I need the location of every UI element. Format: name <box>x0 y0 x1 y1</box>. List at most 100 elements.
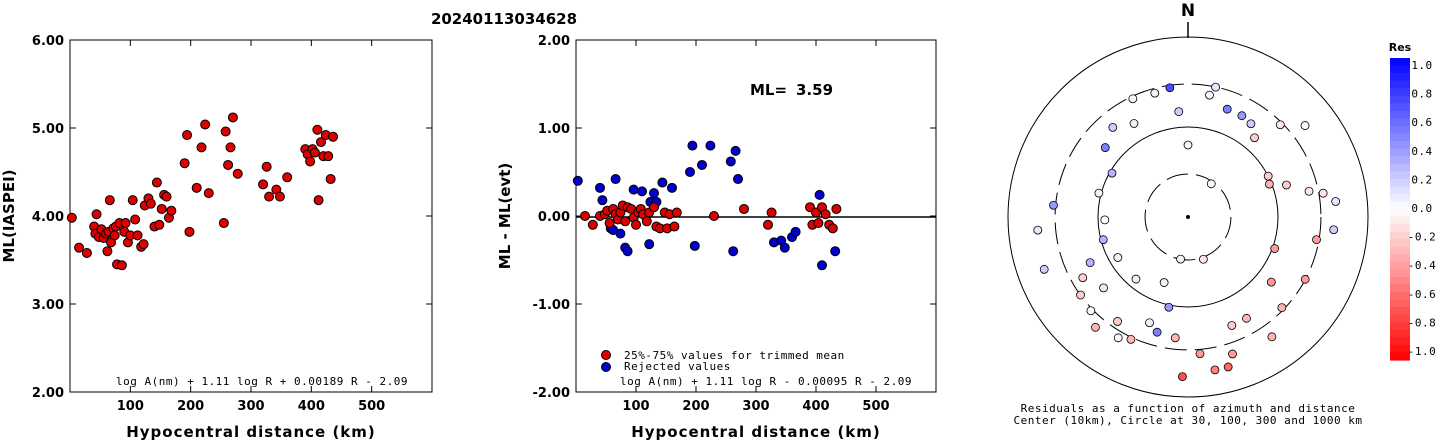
data-point <box>227 112 238 123</box>
station-point <box>1277 303 1287 313</box>
colorbar-tick-label: 0.4 <box>1411 145 1432 158</box>
rejected-point <box>689 240 700 251</box>
station-point <box>1210 365 1220 375</box>
colorbar-segment <box>1390 156 1410 165</box>
x-tick-label: 400 <box>802 399 829 414</box>
ylabel-2: ML - ML(evt) <box>496 163 514 269</box>
colorbar-segment <box>1390 344 1410 354</box>
station-point <box>1094 188 1104 198</box>
rejected-point <box>705 140 716 151</box>
station-point <box>1100 215 1110 225</box>
colorbar-segment <box>1390 118 1410 127</box>
station-point <box>1128 94 1138 104</box>
y-tick-label: 3.00 <box>32 298 64 313</box>
y-tick-label: -1.00 <box>533 298 570 313</box>
station-point <box>1176 254 1185 264</box>
data-point <box>264 191 275 202</box>
data-point <box>196 142 207 153</box>
x-tick-label: 300 <box>742 399 769 414</box>
data-point <box>309 147 320 158</box>
station-point <box>1264 179 1274 189</box>
station-point <box>1329 225 1339 235</box>
used-point <box>739 203 749 214</box>
colorbar-segment <box>1390 58 1410 67</box>
used-point <box>620 216 631 227</box>
colorbar-segment <box>1390 307 1410 316</box>
colorbar-segment <box>1390 171 1410 180</box>
ring-30km <box>1144 173 1232 261</box>
station-point <box>1078 273 1088 283</box>
colorbar-segment <box>1390 95 1410 104</box>
station-point <box>1282 180 1291 190</box>
colorbar-segment <box>1390 186 1410 195</box>
colorbar-segment <box>1390 110 1410 119</box>
station-point <box>1039 264 1049 274</box>
colorbar-segment <box>1390 148 1410 157</box>
used-point <box>813 218 824 229</box>
colorbar-segment <box>1390 352 1410 361</box>
colorbar-segment <box>1390 73 1410 82</box>
used-point <box>766 207 777 218</box>
station-point <box>1108 122 1118 132</box>
rejected-point <box>733 174 743 185</box>
data-point <box>223 159 234 170</box>
colorbar-segment <box>1390 276 1410 286</box>
colorbar-tick-label: -0.4 <box>1408 259 1437 272</box>
data-point <box>312 124 323 135</box>
colorbar-tick-label: 0.0 <box>1411 202 1432 215</box>
station-point <box>1242 313 1251 323</box>
legend-label-used: 25%-75% values for trimmed mean <box>624 349 845 362</box>
used-point <box>820 209 831 220</box>
station-point <box>1049 200 1058 210</box>
rejected-point <box>610 174 621 185</box>
north-label: N <box>1181 1 1195 21</box>
station-point <box>1126 334 1136 344</box>
station-point <box>1227 321 1237 330</box>
x-tick-label: 100 <box>117 399 144 414</box>
rejected-point <box>728 246 739 257</box>
used-point <box>669 221 680 232</box>
chart-residual-vs-distance: -2.00 -1.00 0.00 1.00 2.00 100 200 300 400 500 M… <box>496 34 937 441</box>
y-tick-label: -2.00 <box>533 386 570 401</box>
data-point <box>182 130 193 141</box>
data-point <box>328 131 339 142</box>
station-point <box>1165 83 1175 93</box>
data-point <box>161 191 172 202</box>
rejected-point <box>649 188 659 199</box>
station-point <box>1300 121 1310 130</box>
ml-value: 3.59 <box>796 81 833 99</box>
station-point <box>1304 186 1314 196</box>
station-point <box>1178 372 1187 382</box>
rejected-point <box>595 182 605 193</box>
y-axis-ticks-2: -2.00 -1.00 0.00 1.00 2.00 <box>533 34 936 401</box>
colorbar-segment <box>1390 269 1410 278</box>
station-point <box>1033 225 1043 235</box>
data-point <box>145 198 156 209</box>
data-point <box>120 218 131 229</box>
rejected-point <box>779 242 790 253</box>
rejected-point <box>622 246 633 257</box>
y-tick-label: 2.00 <box>32 386 64 401</box>
station-point <box>1270 244 1280 253</box>
colorbar-segment <box>1390 201 1410 210</box>
x-tick-label: 300 <box>237 399 264 414</box>
data-point <box>91 209 102 220</box>
data-point <box>274 191 285 202</box>
colorbar-segment <box>1390 193 1410 203</box>
station-point <box>1159 278 1169 287</box>
station-point <box>1099 283 1108 293</box>
station-points <box>1033 82 1341 382</box>
formula-1: log A(nm) + 1.11 log R + 0.00189 R - 2.0… <box>116 375 408 388</box>
used-point <box>631 219 641 230</box>
x-tick-label: 400 <box>298 399 325 414</box>
colorbar-segment <box>1390 284 1410 293</box>
station-point <box>1170 333 1180 343</box>
x-tick-label: 500 <box>862 399 889 414</box>
used-point <box>587 219 598 230</box>
station-point <box>1318 188 1328 198</box>
formula-2: log A(nm) + 1.11 log R - 0.00095 R - 2.0… <box>620 375 912 388</box>
data-point <box>154 219 165 230</box>
y-axis-ticks-1: 2.00 3.00 4.00 5.00 6.00 <box>32 34 432 401</box>
station-point <box>1222 104 1232 114</box>
center-dot <box>1186 215 1190 219</box>
